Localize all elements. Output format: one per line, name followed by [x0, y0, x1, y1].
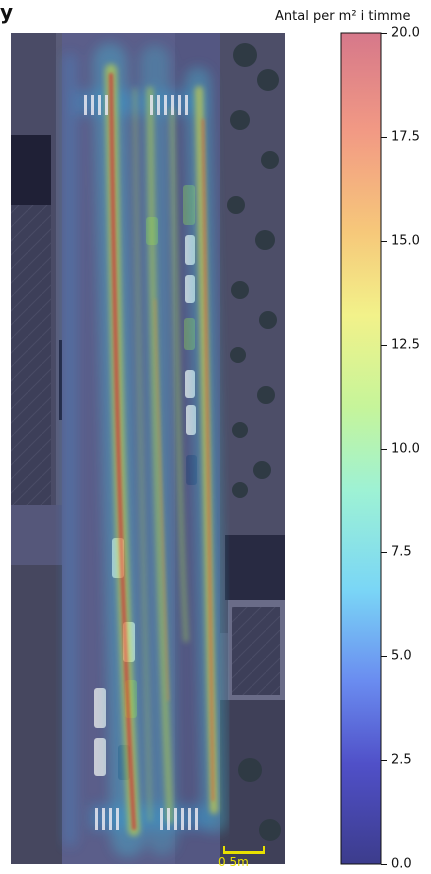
colorbar-tick-label: 20.0 [391, 25, 420, 41]
colorbar-tick-label: 15.0 [391, 233, 420, 249]
colorbar-label: Antal per m² i timme [275, 9, 411, 24]
colorbar-tick-mark [381, 760, 387, 762]
crosswalks [84, 95, 198, 830]
heat-overlay [63, 43, 228, 857]
colorbar-gradient [340, 32, 382, 865]
colorbar-tick-mark [381, 344, 387, 346]
colorbar-tick-label: 2.5 [391, 752, 412, 768]
colorbar-tick-mark [381, 33, 387, 34]
figure-title-fragment: y [0, 0, 14, 24]
colorbar-tick-label: 7.5 [391, 544, 412, 560]
colorbar-tick-mark [381, 136, 387, 138]
colorbar-tick-mark [381, 864, 387, 865]
scale-bar: 0 5m [218, 846, 265, 869]
colorbar-tick-label: 17.5 [391, 129, 420, 145]
colorbar-tick-mark [381, 552, 387, 554]
colorbar-tick-label: 0.0 [391, 856, 412, 872]
colorbar-tick-mark [381, 656, 387, 658]
colorbar-tick-label: 10.0 [391, 441, 420, 456]
colorbar-tick-mark [381, 448, 387, 450]
colorbar-tick-label: 5.0 [391, 648, 412, 664]
heatmap-map: 0 5m [11, 33, 285, 869]
colorbar-tick-mark [381, 240, 387, 242]
colorbar-tick-label: 12.5 [391, 337, 420, 353]
scale-bar-label: 0 5m [218, 855, 249, 869]
